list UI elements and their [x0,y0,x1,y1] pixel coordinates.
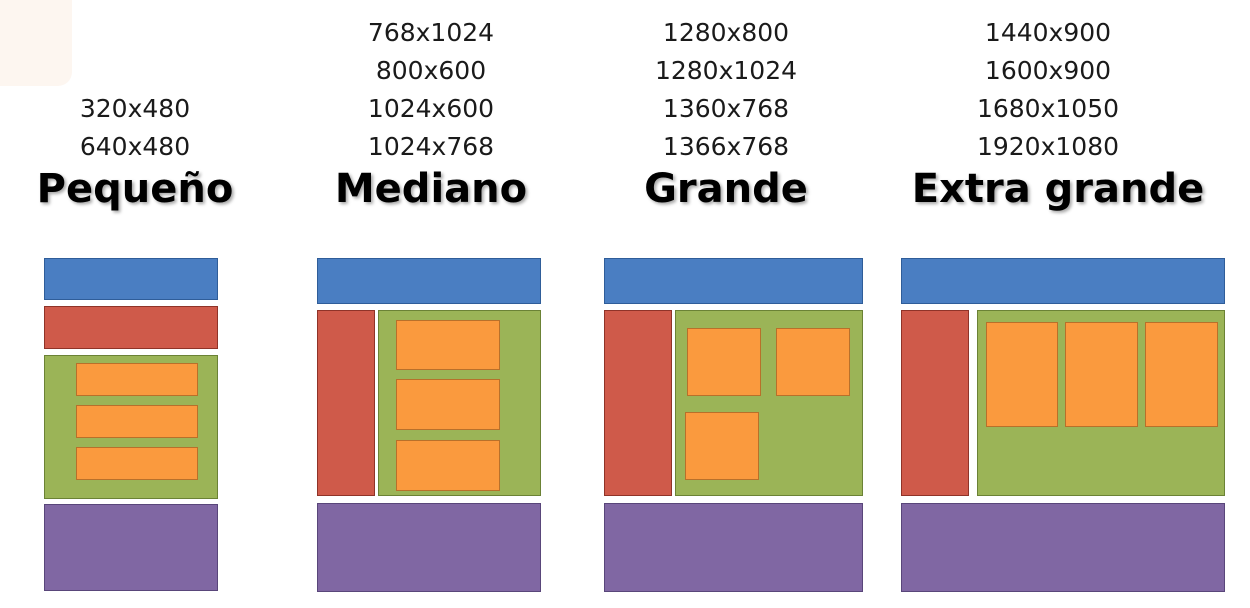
resolution-label: 1024x600 [367,94,495,123]
footer-block [44,504,218,591]
resolution-list-medium: 768x1024 800x600 1024x600 1024x768 [351,14,511,166]
header-block [44,258,218,300]
content-item [685,412,759,480]
footer-block [901,503,1225,592]
resolution-list-xlarge: 1440x900 1600x900 1680x1050 1920x1080 [963,14,1133,166]
resolution-label: 320x480 [79,94,191,123]
resolution-label: 1600x900 [984,56,1112,85]
footer-block [604,503,863,592]
content-item [1065,322,1138,427]
content-item [76,363,198,396]
header-block [317,258,541,304]
sidebar-block [901,310,969,496]
sidebar-block [317,310,375,496]
content-item [396,320,500,370]
header-block [901,258,1225,304]
resolution-label: 1280x800 [662,18,790,47]
sidebar-block [604,310,672,496]
resolution-label: 1680x1050 [976,94,1120,123]
resolution-label: 768x1024 [367,18,495,47]
resolution-label: 800x600 [375,56,487,85]
content-item [1145,322,1218,427]
column-title-large: Grande [644,166,808,212]
content-item [776,328,850,396]
column-title-medium: Mediano [334,166,528,212]
resolution-list-large: 1280x800 1280x1024 1360x768 1366x768 [641,14,811,166]
content-item [687,328,761,396]
resolution-label: 1024x768 [367,132,495,161]
resolution-label: 1366x768 [662,132,790,161]
column-title-xlarge: Extra grande [911,166,1205,212]
column-title-small: Pequeño [36,166,234,212]
content-item [76,447,198,480]
corner-decoration [0,0,72,86]
content-item [986,322,1058,427]
resolution-label: 1280x1024 [654,56,798,85]
sidebar-block [44,306,218,349]
content-item [76,405,198,438]
content-item [396,379,500,430]
header-block [604,258,863,304]
resolution-label: 640x480 [79,132,191,161]
resolution-label: 1440x900 [984,18,1112,47]
footer-block [317,503,541,592]
resolution-label: 1920x1080 [976,132,1120,161]
content-item [396,440,500,491]
resolution-label: 1360x768 [662,94,790,123]
resolution-list-small: 320x480 640x480 [55,90,215,166]
